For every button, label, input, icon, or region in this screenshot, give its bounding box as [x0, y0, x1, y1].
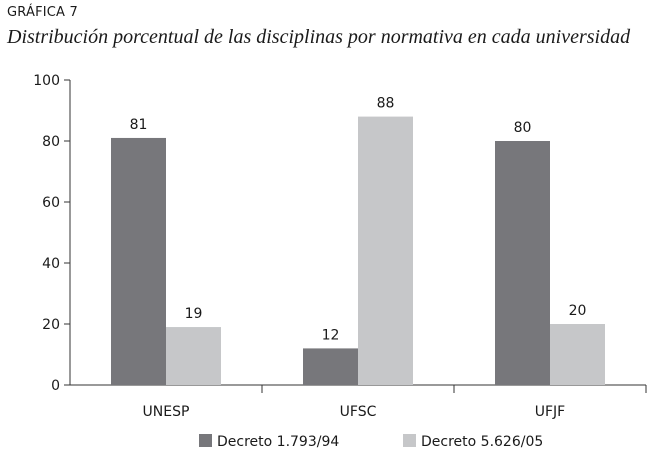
bar-value-label: 19 — [185, 306, 203, 322]
y-tick-label: 100 — [33, 73, 60, 89]
bar — [303, 348, 358, 385]
bar — [111, 137, 166, 385]
legend-swatch — [199, 434, 212, 447]
bar-value-label: 80 — [514, 120, 532, 136]
x-category-label: UFJF — [535, 404, 565, 420]
bar-value-label: 20 — [569, 303, 587, 319]
y-tick-label: 20 — [42, 317, 60, 333]
y-tick-label: 80 — [42, 134, 60, 150]
bar — [166, 327, 221, 385]
x-category-label: UNESP — [143, 404, 190, 420]
y-tick-label: 40 — [42, 256, 60, 272]
chart-title: Distribución porcentual de las disciplin… — [7, 26, 631, 48]
bar — [550, 324, 605, 385]
x-category-label: UFSC — [340, 404, 377, 420]
bar — [358, 116, 413, 385]
legend-swatch — [403, 434, 416, 447]
bar — [495, 141, 550, 385]
chart-kicker: GRÁFICA 7 — [7, 5, 78, 20]
y-tick-label: 0 — [51, 378, 60, 394]
legend-label: Decreto 5.626/05 — [421, 434, 543, 450]
y-tick-label: 60 — [42, 195, 60, 211]
bar-value-label: 12 — [322, 327, 340, 343]
legend-label: Decreto 1.793/94 — [217, 434, 339, 450]
bar-value-label: 81 — [130, 117, 148, 133]
bar-value-label: 88 — [377, 96, 395, 112]
